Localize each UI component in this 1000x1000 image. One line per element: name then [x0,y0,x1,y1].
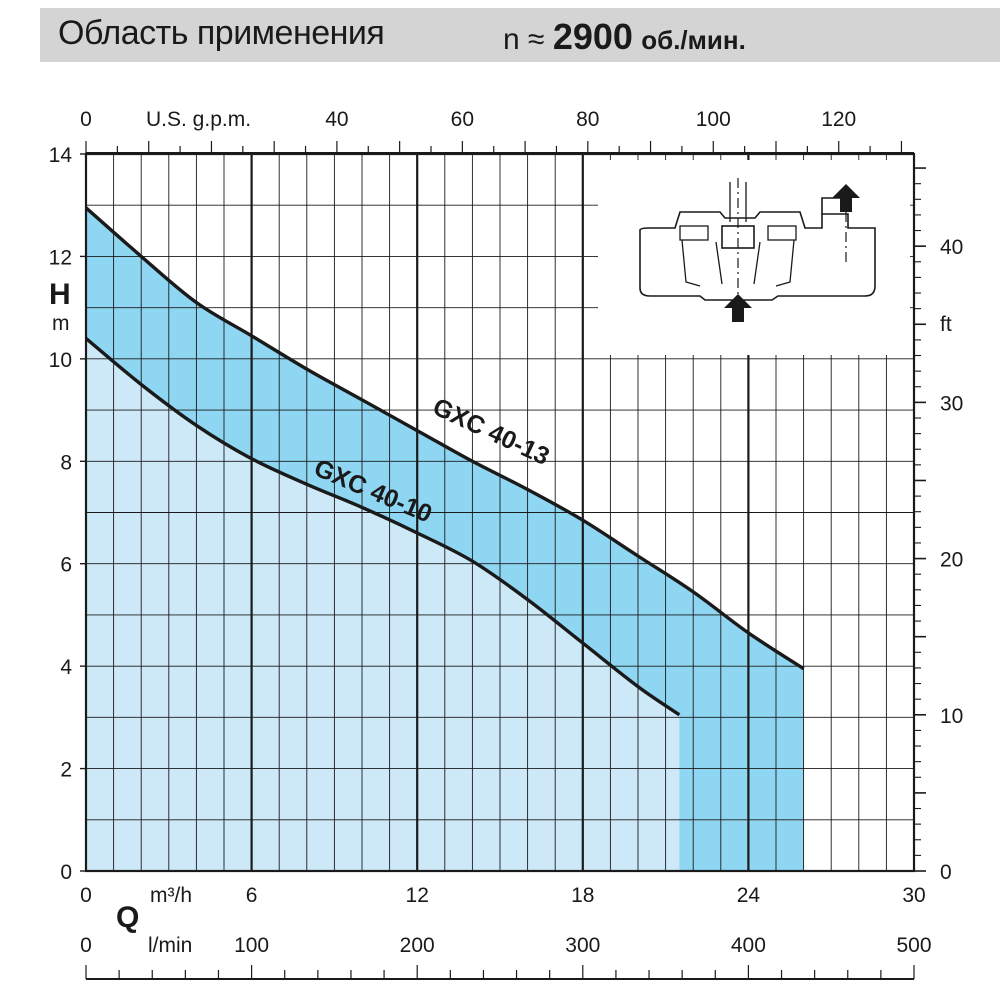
right-tick-label: 20 [940,549,963,572]
curve-gxc-40-13 [84,206,805,671]
chart-curves [84,206,805,717]
pump-inner-vanes [715,241,761,285]
x-tick-label-m3h: 0 [80,884,92,907]
speed-unit: об./мин. [641,25,746,55]
x-axis-symbol: Q [116,901,139,934]
pump-housing-outline [639,211,876,301]
chart-title: Область применения [58,14,385,52]
curve-gxc-40-10 [84,337,681,717]
speed-label: n ≈ 2900 об./мин. [503,16,746,58]
right-tick-label: 10 [940,705,963,728]
pump-vanes [681,239,795,287]
y-tick-label: 8 [60,451,72,474]
right-tick-label: 40 [940,236,963,259]
x-tick-label-lmin: 400 [731,934,766,957]
pump-impeller-left [679,225,709,241]
x-tick-label-m3h: 6 [246,884,258,907]
pump-diagram [598,160,910,355]
y-tick-label: 2 [60,759,72,782]
x-tick-label-lmin: 100 [234,934,269,957]
top-tick-label: 60 [451,108,474,131]
x-tick-label-m3h: 24 [737,884,761,907]
top-tick-label: 100 [696,108,731,131]
speed-prefix: n ≈ [503,23,545,56]
inlet-arrow-icon [724,294,752,322]
top-tick-label: 80 [576,108,599,131]
y-tick-label: 10 [49,349,72,372]
x-tick-label-m3h: 18 [571,884,594,907]
top-tick-label: 0 [80,108,92,131]
top-axis-unit: U.S. g.p.m. [146,108,251,131]
x-tick-label-m3h: 30 [902,884,925,907]
right-tick-label: 0 [940,861,952,884]
pump-diagram-background [598,160,910,355]
outlet-arrow-icon [832,184,860,212]
x-tick-label-lmin: 200 [400,934,435,957]
x-tick-label-lmin: 500 [896,934,931,957]
x-axis-unit-lmin: l/min [148,934,192,957]
y-tick-label: 0 [60,861,72,884]
y-axis-symbol: H [49,278,71,311]
y-tick-label: 6 [60,554,72,577]
top-tick-label: 120 [821,108,856,131]
y-right-axis-unit: ft [940,313,952,336]
x-tick-label-lmin: 0 [80,934,92,957]
speed-value: 2900 [552,16,633,57]
coverage-area-gxc-40-10 [86,338,680,871]
x-axis-unit-m3h: m³/h [150,884,192,907]
title-bar [40,8,1000,62]
top-tick-label: 40 [325,108,348,131]
y-tick-label: 4 [60,656,72,679]
right-tick-label: 30 [940,392,963,415]
x-tick-label-m3h: 12 [406,884,429,907]
y-tick-label: 14 [49,144,73,167]
pump-impeller-right [767,225,797,241]
x-tick-label-lmin: 300 [565,934,600,957]
y-tick-label: 12 [49,246,72,269]
y-axis-unit: m [52,312,70,335]
